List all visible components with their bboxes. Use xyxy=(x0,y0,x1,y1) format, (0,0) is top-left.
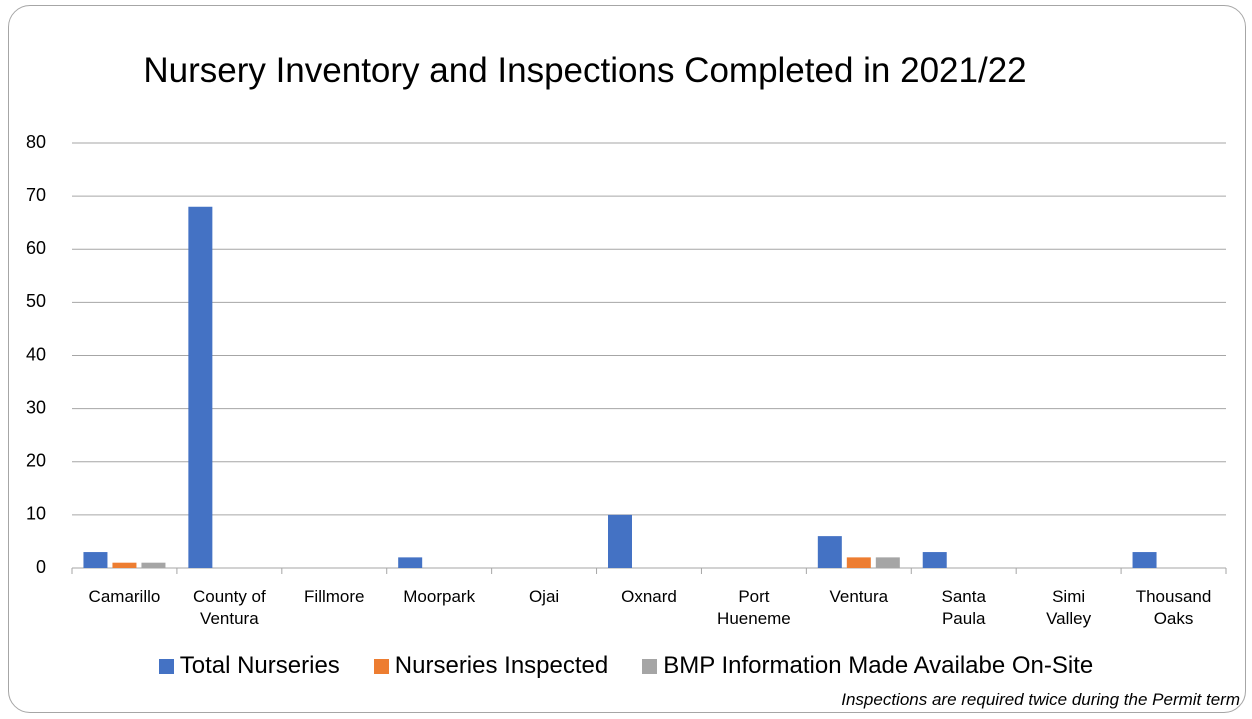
bar xyxy=(112,562,137,568)
y-tick-label: 60 xyxy=(26,238,46,258)
chart-frame xyxy=(8,5,1246,713)
y-tick-label: 20 xyxy=(26,451,46,471)
x-tick-label: Simi Valley xyxy=(1046,587,1092,628)
x-tick-label: Port Hueneme xyxy=(717,587,791,628)
bar xyxy=(1132,552,1157,568)
bar xyxy=(817,536,842,568)
y-tick-label: 70 xyxy=(26,185,46,205)
bar xyxy=(846,557,871,568)
legend-swatch xyxy=(158,658,174,674)
legend-item: Total Nurseries xyxy=(158,652,340,680)
legend-item: BMP Information Made Availabe On-Site xyxy=(642,652,1093,680)
y-tick-label: 10 xyxy=(26,504,46,524)
x-tick-label: Camarillo xyxy=(88,587,161,606)
legend-swatch xyxy=(642,658,658,674)
x-tick-label: Ojai xyxy=(528,587,560,606)
x-tick-label: Moorpark xyxy=(403,587,476,606)
x-tick-label: Fillmore xyxy=(304,587,365,606)
bar xyxy=(875,557,900,568)
x-tick-label: Thousand Oaks xyxy=(1135,587,1212,628)
legend-swatch xyxy=(373,658,389,674)
legend-label: BMP Information Made Availabe On-Site xyxy=(663,652,1094,679)
bar xyxy=(398,557,423,568)
bar xyxy=(608,514,632,568)
legend-label: Total Nurseries xyxy=(179,652,340,679)
annotation: Inspections are required twice during th… xyxy=(841,690,1240,709)
bar xyxy=(141,562,166,568)
y-tick-label: 80 xyxy=(26,132,46,152)
bar xyxy=(83,552,108,568)
y-tick-label: 50 xyxy=(26,291,46,311)
chart-title: Nursery Inventory and Inspections Comple… xyxy=(143,51,1027,90)
legend-label: Nurseries Inspected xyxy=(394,652,609,679)
x-tick-label: County of Ventura xyxy=(192,587,266,628)
x-tick-label: Oxnard xyxy=(621,587,677,606)
bar xyxy=(188,206,213,568)
x-tick-label: Ventura xyxy=(829,587,889,606)
y-tick-label: 40 xyxy=(26,344,46,364)
y-tick-label: 30 xyxy=(26,397,46,417)
legend: Total Nurseries Nurseries Inspected BMP In… xyxy=(0,652,1252,680)
legend-item: Nurseries Inspected xyxy=(373,652,609,680)
x-tick-label: Santa Paula xyxy=(941,587,986,628)
bar xyxy=(922,552,947,568)
y-tick-label: 0 xyxy=(36,557,46,577)
